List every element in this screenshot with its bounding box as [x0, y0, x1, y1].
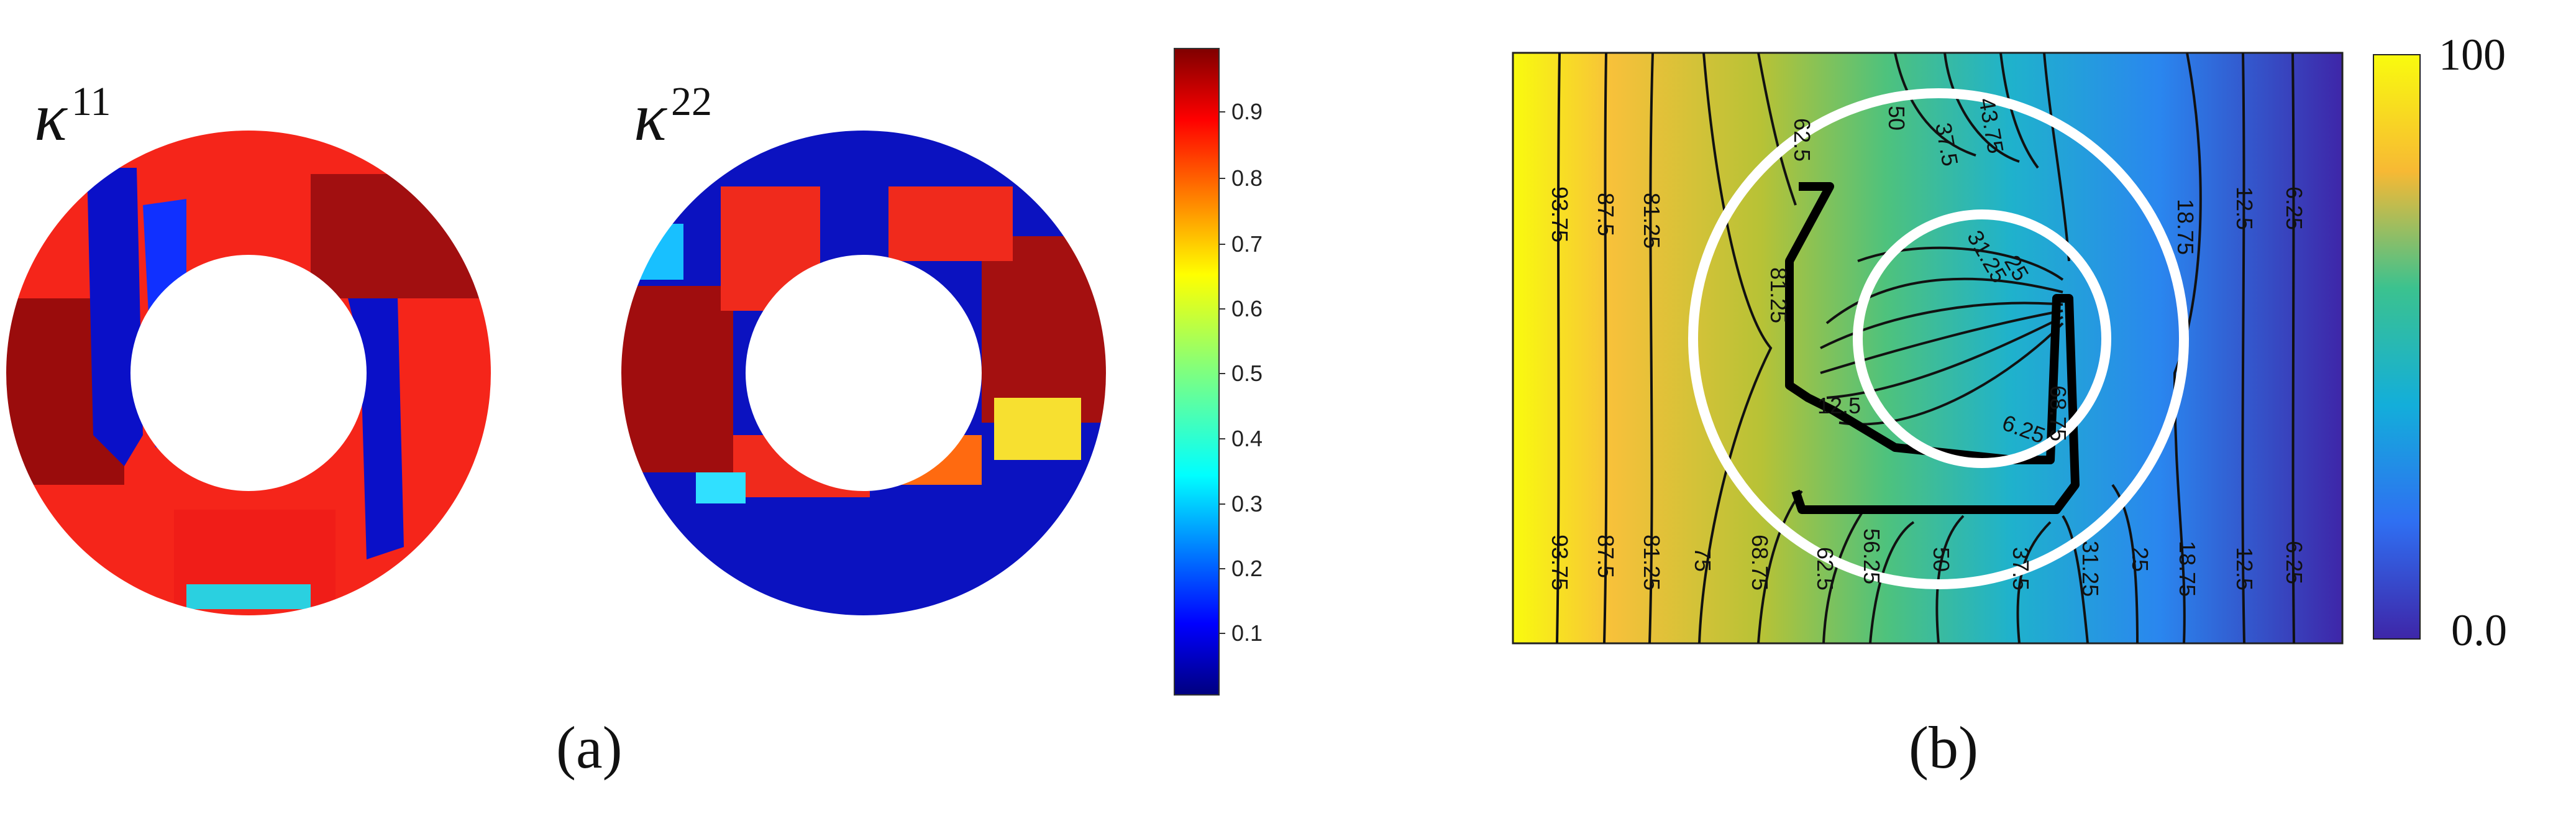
cbar-tick-label: 0.6 — [1231, 296, 1263, 321]
contour-label: 6.25 — [2281, 186, 2307, 230]
cbar-tick-label: 0.2 — [1231, 556, 1263, 581]
contour-label: 75 — [1690, 547, 1715, 572]
cbar-tick-label: 0.8 — [1231, 165, 1263, 191]
kappa11-field — [0, 124, 497, 622]
panel-a-colorbar-ticks: 0.9 0.8 0.7 0.6 0.5 0.4 0.3 0.2 0.1 — [1219, 99, 1263, 646]
contour-label: 56.25 — [1859, 528, 1884, 584]
cbar-tick-label: 0.5 — [1231, 361, 1263, 386]
contour-label: 81.25 — [1766, 267, 1791, 323]
cbar-tick-label: 0.9 — [1231, 99, 1263, 124]
contour-label: 12.5 — [2232, 547, 2257, 590]
contour-label: 68.75 — [1747, 535, 1773, 590]
panel-b-colorbar-max: 100 — [2439, 30, 2506, 80]
svg-text:κ: κ — [34, 79, 68, 155]
svg-text:11: 11 — [71, 79, 111, 124]
contour-label: 93.75 — [1547, 186, 1573, 242]
panel-a-colorbar — [1174, 48, 1220, 696]
contour-label: 50 — [1884, 106, 1909, 131]
inner-circle — [1853, 209, 2111, 468]
cbar-tick-label: 0.1 — [1231, 620, 1263, 646]
contour-label: 62.5 — [1812, 547, 1838, 590]
panel-b-colorbar-min: 0.0 — [2451, 605, 2507, 655]
contour-label: 50 — [1929, 547, 1954, 572]
contour-label: 6.25 — [2281, 541, 2307, 584]
panel-a-caption: (a) — [556, 714, 623, 781]
cbar-tick-label: 0.7 — [1231, 231, 1263, 257]
panel-b-field — [1512, 52, 2344, 645]
svg-text:22: 22 — [671, 79, 712, 124]
cbar-tick-label: 0.3 — [1231, 491, 1263, 517]
kappa11-label: κ 11 — [34, 79, 111, 155]
contour-label: 18.75 — [2175, 541, 2200, 597]
cbar-tick-label: 0.4 — [1231, 426, 1263, 451]
svg-text:κ: κ — [634, 79, 667, 155]
kappa22-field — [615, 124, 1112, 622]
contour-label: 25 — [2127, 547, 2153, 572]
contour-label: 12.5 — [2232, 186, 2257, 230]
contour-label: 18.75 — [2173, 199, 2198, 255]
contour-label: 87.5 — [1593, 193, 1619, 236]
contour-label: 81.25 — [1639, 193, 1665, 249]
kappa22-label: κ 22 — [634, 79, 712, 155]
contour-label: 81.25 — [1639, 535, 1665, 590]
panel-b-caption: (b) — [1909, 714, 1978, 781]
contour-label: 62.5 — [1789, 118, 1815, 162]
contour-label: 12.5 — [1817, 393, 1861, 418]
contour-label: 93.75 — [1547, 535, 1573, 590]
contour-label: 68.75 — [2045, 385, 2071, 441]
contour-label: 37.5 — [2008, 547, 2034, 590]
panel-b-colorbar — [2373, 54, 2421, 640]
contour-label: 87.5 — [1593, 535, 1619, 578]
outer-circle — [1688, 88, 2189, 589]
contour-label: 31.25 — [2078, 541, 2103, 597]
